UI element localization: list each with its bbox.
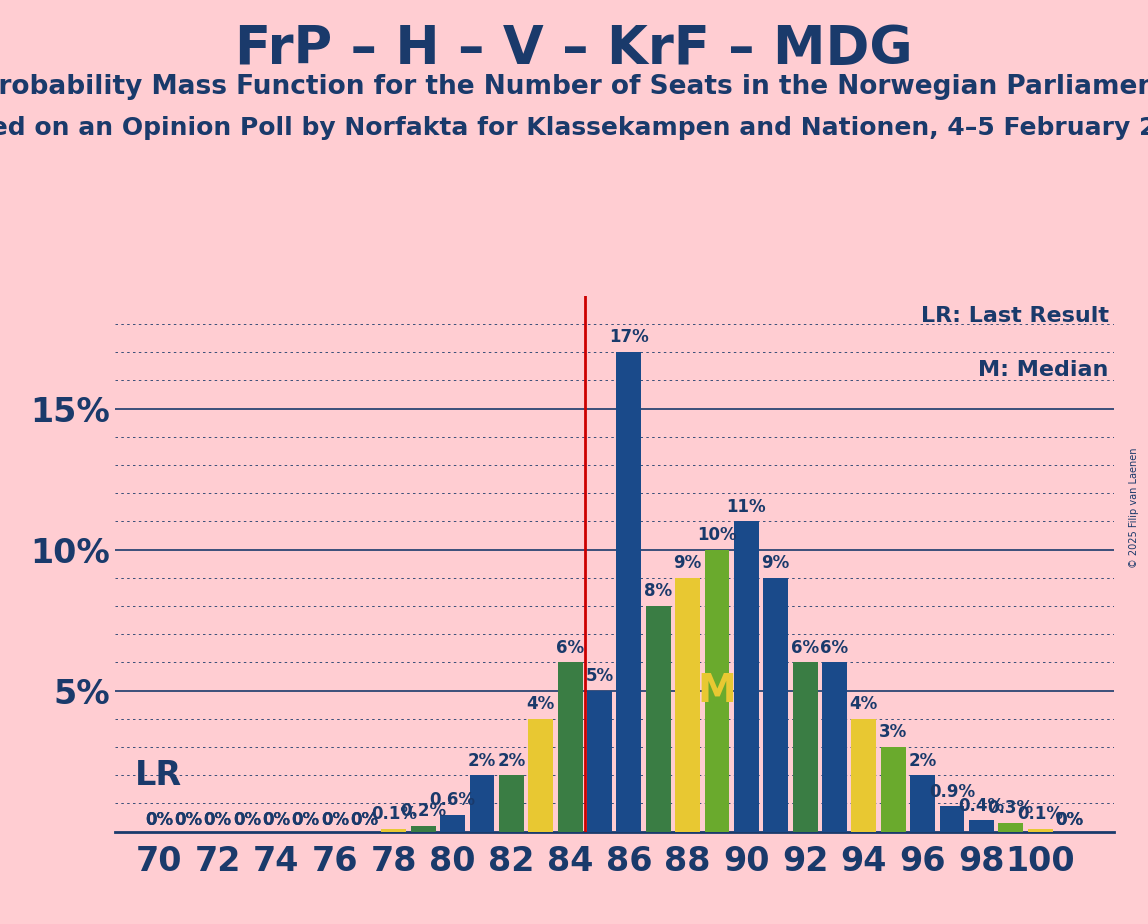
Bar xyxy=(616,352,642,832)
Bar xyxy=(675,578,700,832)
Bar xyxy=(734,521,759,832)
Text: 4%: 4% xyxy=(527,695,554,713)
Bar xyxy=(558,663,582,832)
Text: © 2025 Filip van Laenen: © 2025 Filip van Laenen xyxy=(1130,448,1139,568)
Text: 0.1%: 0.1% xyxy=(1017,805,1063,823)
Bar xyxy=(587,690,612,832)
Text: 0%: 0% xyxy=(203,810,232,829)
Bar xyxy=(1027,829,1053,832)
Text: 0%: 0% xyxy=(1055,810,1084,829)
Text: 17%: 17% xyxy=(608,328,649,346)
Text: 5%: 5% xyxy=(585,667,613,685)
Text: 0%: 0% xyxy=(203,810,232,829)
Text: 0%: 0% xyxy=(174,810,202,829)
Text: 8%: 8% xyxy=(644,582,673,601)
Text: 10%: 10% xyxy=(697,526,737,544)
Text: 9%: 9% xyxy=(761,554,790,572)
Text: 0.6%: 0.6% xyxy=(429,791,475,809)
Text: 0%: 0% xyxy=(262,810,290,829)
Bar xyxy=(646,606,670,832)
Text: Probability Mass Function for the Number of Seats in the Norwegian Parliament: Probability Mass Function for the Number… xyxy=(0,74,1148,100)
Text: 6%: 6% xyxy=(821,638,848,657)
Text: 2%: 2% xyxy=(497,751,526,770)
Text: 0%: 0% xyxy=(145,810,173,829)
Bar xyxy=(763,578,789,832)
Bar xyxy=(499,775,523,832)
Text: 9%: 9% xyxy=(674,554,701,572)
Text: LR: LR xyxy=(135,759,183,792)
Text: 0.1%: 0.1% xyxy=(371,805,417,823)
Text: 2%: 2% xyxy=(908,751,937,770)
Bar xyxy=(440,815,465,832)
Bar xyxy=(999,823,1023,832)
Text: 0%: 0% xyxy=(174,810,202,829)
Bar xyxy=(910,775,936,832)
Text: M: Median: M: Median xyxy=(978,360,1109,380)
Text: 0.4%: 0.4% xyxy=(959,796,1004,815)
Text: Based on an Opinion Poll by Norfakta for Klassekampen and Nationen, 4–5 February: Based on an Opinion Poll by Norfakta for… xyxy=(0,116,1148,140)
Text: 0%: 0% xyxy=(1055,810,1084,829)
Bar xyxy=(528,719,553,832)
Text: 0%: 0% xyxy=(321,810,349,829)
Bar xyxy=(822,663,847,832)
Text: 0%: 0% xyxy=(292,810,320,829)
Bar xyxy=(411,826,436,832)
Bar xyxy=(792,663,817,832)
Text: 4%: 4% xyxy=(850,695,878,713)
Text: 0%: 0% xyxy=(145,810,173,829)
Text: 0%: 0% xyxy=(350,810,379,829)
Text: 0.3%: 0.3% xyxy=(987,799,1034,818)
Bar xyxy=(381,829,406,832)
Text: 0.2%: 0.2% xyxy=(401,802,447,821)
Text: LR: Last Result: LR: Last Result xyxy=(921,307,1109,326)
Text: 11%: 11% xyxy=(727,498,766,516)
Bar xyxy=(705,550,729,832)
Text: 0%: 0% xyxy=(350,810,379,829)
Text: M: M xyxy=(698,672,736,710)
Bar xyxy=(881,747,906,832)
Text: 3%: 3% xyxy=(879,723,907,741)
Text: 0%: 0% xyxy=(321,810,349,829)
Text: 0%: 0% xyxy=(292,810,320,829)
Text: 6%: 6% xyxy=(556,638,584,657)
Bar xyxy=(969,821,994,832)
Text: 2%: 2% xyxy=(468,751,496,770)
Text: 0%: 0% xyxy=(262,810,290,829)
Bar xyxy=(939,807,964,832)
Text: 0%: 0% xyxy=(233,810,261,829)
Bar xyxy=(470,775,495,832)
Bar xyxy=(852,719,876,832)
Text: FrP – H – V – KrF – MDG: FrP – H – V – KrF – MDG xyxy=(235,23,913,75)
Text: 0%: 0% xyxy=(233,810,261,829)
Text: 6%: 6% xyxy=(791,638,820,657)
Text: 0.9%: 0.9% xyxy=(929,783,975,800)
